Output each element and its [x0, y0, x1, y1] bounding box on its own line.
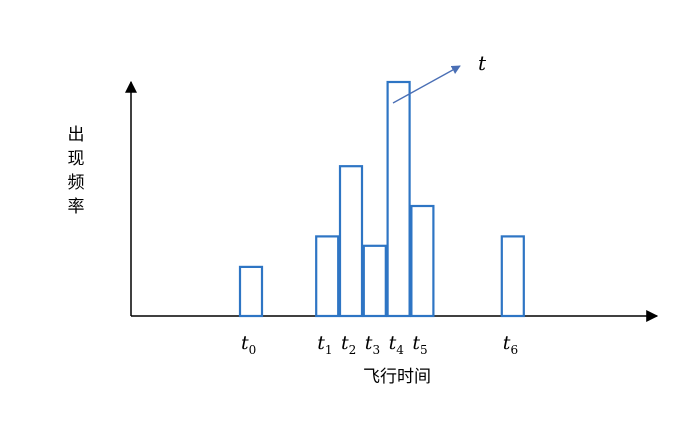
tick-label-t5: t5	[412, 332, 427, 357]
tick-label-t4: t4	[389, 332, 405, 357]
bar-t0	[238, 265, 264, 318]
tick-labels: t0 t1 t2 t3 t4 t5 t6	[241, 332, 518, 357]
x-axis-title: 飞行时间	[363, 367, 431, 387]
tick-label-t0: t0	[241, 332, 256, 357]
tick-label-t1: t1	[317, 332, 332, 357]
bar-t4	[386, 80, 411, 318]
tick-label-t3: t3	[365, 332, 380, 357]
y-axis-title: 出现频率	[68, 125, 85, 217]
annotation-label: t	[478, 51, 487, 75]
bar-t6	[500, 235, 525, 318]
bars	[238, 80, 525, 318]
bar-t3	[362, 244, 387, 318]
bar-t5	[410, 204, 435, 318]
tick-label-t2: t2	[341, 332, 356, 357]
tick-label-t6: t6	[503, 332, 518, 357]
annotation-arrow	[392, 65, 461, 104]
bar-t2	[338, 165, 364, 318]
bar-t1	[315, 235, 340, 318]
